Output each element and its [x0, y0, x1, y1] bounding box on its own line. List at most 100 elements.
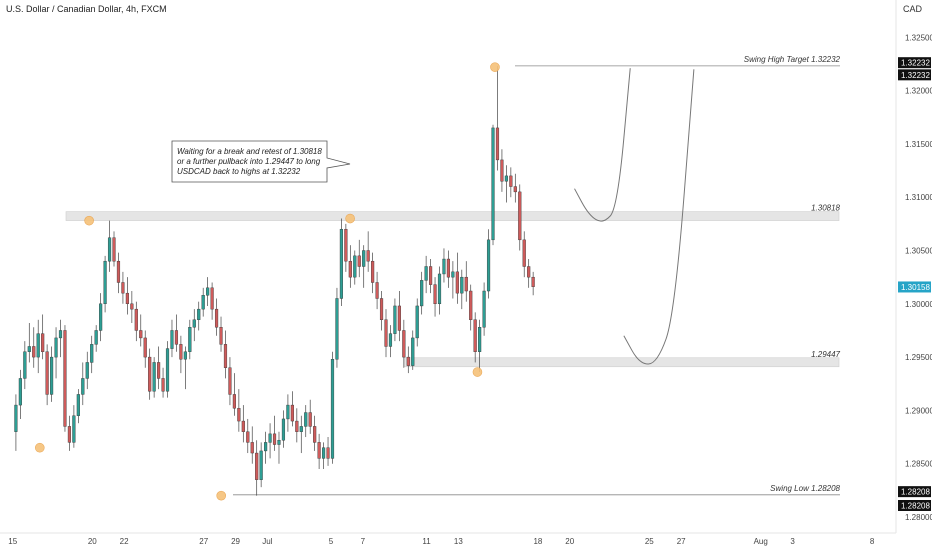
candle-bull — [192, 319, 196, 328]
candle-bear — [433, 284, 437, 305]
candle-bull — [277, 440, 281, 445]
candle-bear — [500, 159, 504, 182]
y-tick-label: 1.32000 — [905, 87, 932, 96]
annotation-callout: Waiting for a break and retest of 1.3081… — [171, 140, 351, 183]
y-tick-label: 1.29500 — [905, 353, 932, 362]
candle-bear — [143, 337, 147, 358]
candle-bear — [344, 228, 348, 262]
price-badge-label: 1.28208 — [901, 501, 930, 510]
price-badge-label: 1.32232 — [901, 59, 930, 68]
currency-label: CAD — [903, 4, 923, 14]
candle-bear — [379, 298, 384, 321]
candle-bull — [197, 308, 201, 321]
level-label: Swing Low 1.28208 — [770, 484, 840, 493]
x-tick-label: 3 — [790, 537, 795, 546]
candle-bear — [295, 420, 299, 432]
candle-bear — [366, 250, 370, 262]
candle-bear — [179, 344, 183, 360]
x-tick-label: 11 — [422, 537, 431, 546]
candle-bull — [72, 415, 76, 443]
candle-bear — [161, 378, 165, 392]
x-tick-label: 5 — [329, 537, 334, 546]
candle-bull — [281, 418, 286, 441]
y-tick-label: 1.29000 — [905, 406, 932, 415]
projection-curve — [623, 69, 695, 365]
x-tick-label: Aug — [754, 537, 768, 546]
candles-layer — [14, 66, 535, 496]
candle-bear — [228, 367, 232, 395]
candle-bull — [152, 362, 156, 392]
y-tick-label: 1.28500 — [905, 460, 932, 469]
candle-bull — [188, 327, 192, 352]
price-badge — [898, 486, 931, 498]
candle-bear — [116, 260, 121, 283]
candle-bull — [259, 450, 263, 480]
candle-bear — [473, 319, 477, 352]
candle-bear — [518, 191, 522, 241]
y-tick-label: 1.31000 — [905, 193, 932, 202]
swing-point-marker — [345, 213, 355, 224]
candle-bull — [14, 404, 18, 432]
candle-bear — [67, 426, 72, 443]
candle-bear — [509, 175, 513, 187]
candle-bull — [353, 255, 357, 278]
candle-bull — [81, 378, 85, 395]
candle-bear — [112, 237, 116, 262]
projections-layer — [574, 68, 695, 365]
candle-bull — [201, 295, 205, 310]
candle-bear — [429, 266, 433, 285]
y-tick-label: 1.31500 — [905, 140, 932, 149]
price-badge — [898, 69, 931, 81]
candle-bear — [384, 319, 388, 347]
candle-bear — [348, 260, 352, 278]
candle-bear — [308, 412, 312, 427]
candle-bear — [214, 308, 219, 328]
x-tick-label: 13 — [454, 537, 463, 546]
y-axis[interactable]: 1.32500 1.32000 1.31500 1.31000 1.30500 1.300… — [898, 33, 932, 522]
callout-text-line: or a further pullback into 1.29447 to lo… — [177, 157, 321, 166]
candle-bear — [210, 287, 214, 310]
candle-bear — [139, 330, 143, 339]
callout-text-line: USDCAD back to highs at 1.32232 — [177, 167, 301, 176]
candle-bear — [446, 258, 451, 278]
y-tick-label: 1.30000 — [905, 300, 932, 309]
price-badge-label: 1.32232 — [901, 71, 930, 80]
candle-bull — [424, 266, 428, 281]
candle-bear — [255, 452, 259, 480]
candle-bull — [286, 404, 290, 420]
candle-bear — [469, 290, 473, 321]
x-tick-label: 15 — [8, 537, 17, 546]
candle-bull — [321, 447, 326, 459]
candle-bull — [103, 260, 107, 305]
swing-point-marker — [490, 62, 500, 72]
candle-bear — [495, 127, 500, 161]
x-axis[interactable]: 15 20 22 27 29 Jul 5 7 11 13 18 20 25 27 Aug 3 8 — [8, 537, 875, 546]
candle-bull — [268, 433, 272, 443]
price-badge — [898, 499, 931, 511]
level-label: Swing High Target 1.32232 — [744, 55, 841, 64]
candle-bull — [504, 175, 508, 182]
candle-bear — [326, 447, 330, 459]
callout-text-line: Waiting for a break and retest of 1.3081… — [177, 147, 322, 156]
callout-box — [171, 140, 351, 183]
y-tick-label: 1.30500 — [905, 247, 932, 256]
swing-point-marker — [216, 490, 227, 501]
candle-bull — [388, 333, 393, 347]
candle-bull — [165, 348, 170, 392]
candle-bull — [330, 359, 335, 459]
chart-title: U.S. Dollar / Canadian Dollar, 4h, FXCM — [6, 4, 167, 14]
candle-bear — [402, 330, 406, 358]
candle-bear — [157, 362, 161, 379]
x-tick-label: Jul — [262, 537, 272, 546]
candle-bear — [32, 346, 36, 358]
candle-bear — [513, 186, 517, 193]
candle-bull — [478, 327, 482, 352]
candle-bear — [148, 356, 152, 392]
levels-layer: Swing High Target 1.32232 1.30818 1.29447 S… — [233, 55, 841, 496]
price-badge-label: 1.30158 — [901, 283, 930, 292]
candle-bear — [223, 344, 228, 368]
candle-bull — [415, 305, 419, 339]
x-tick-label: 25 — [645, 537, 654, 546]
zone-resistance — [65, 211, 840, 221]
